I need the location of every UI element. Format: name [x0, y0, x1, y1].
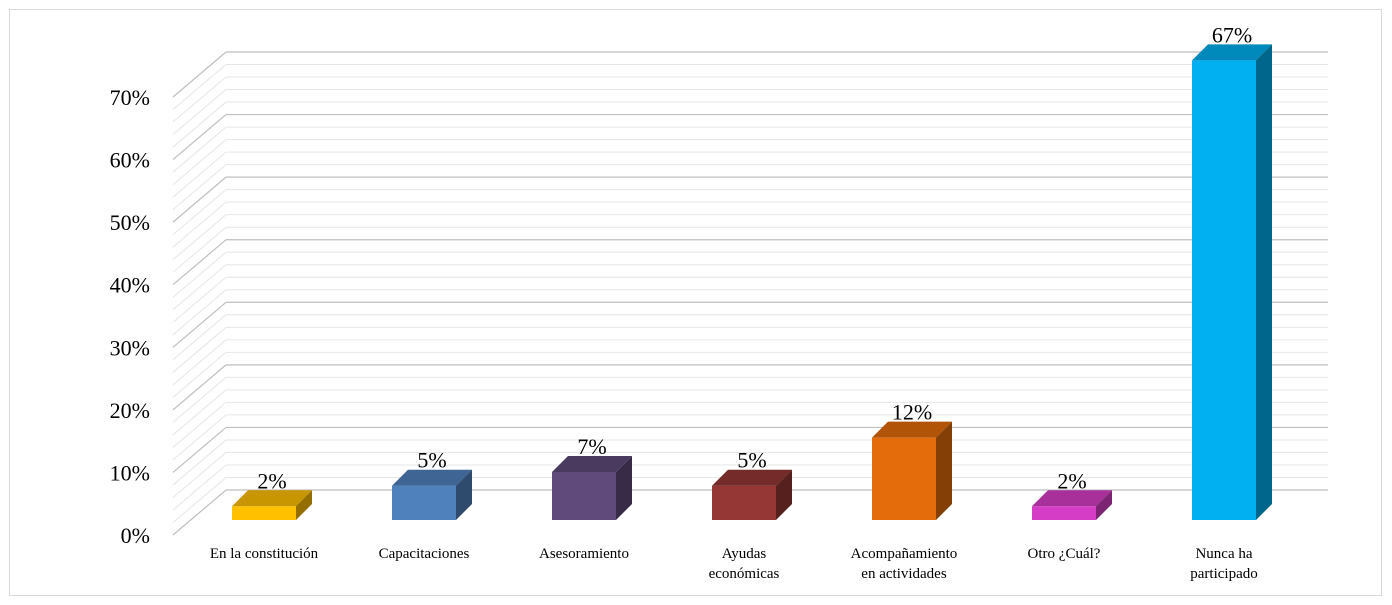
y-tick-label: 20% [110, 398, 150, 423]
gridline-side [172, 226, 227, 273]
bar [232, 506, 296, 520]
gridline-side [172, 289, 227, 336]
gridline-side [172, 214, 227, 261]
bar-top [1192, 44, 1272, 61]
gridline-side [172, 139, 227, 185]
data-label: 2% [1057, 468, 1086, 493]
gridline-side [172, 176, 227, 223]
data-label: 67% [1212, 22, 1252, 47]
gridline-side [172, 201, 227, 248]
gridline-side [172, 489, 227, 536]
data-label: 12% [892, 400, 932, 425]
gridline-side [172, 89, 227, 135]
gridline-side [172, 101, 227, 148]
bar [1032, 506, 1096, 520]
bar-top [392, 469, 472, 486]
data-label: 7% [577, 434, 606, 459]
gridline-side [172, 452, 227, 498]
bar-side [776, 469, 792, 520]
bar-top [1032, 490, 1112, 507]
x-tick-label: Capacitaciones [379, 546, 470, 562]
y-tick-label: 50% [110, 210, 150, 235]
bar-side [1256, 44, 1272, 520]
bar-side [936, 421, 952, 520]
gridline-side [172, 389, 227, 436]
gridline-side [172, 64, 227, 110]
bar [1192, 60, 1256, 520]
gridline-side [172, 376, 227, 423]
bar [712, 485, 776, 520]
x-tick-label: en actividades [861, 566, 947, 582]
gridline-side [172, 151, 227, 198]
bar-side [616, 455, 632, 520]
y-tick-label: 40% [110, 273, 150, 298]
bar-top [552, 455, 632, 472]
y-tick-label: 70% [110, 85, 150, 110]
gridline-side [172, 239, 227, 286]
bar [872, 437, 936, 520]
gridline-side [172, 364, 227, 411]
y-tick-label: 0% [121, 523, 150, 548]
bar-side [296, 490, 312, 520]
data-label: 5% [417, 448, 446, 473]
gridline-side [172, 126, 227, 173]
bar-side [1096, 490, 1112, 520]
x-tick-label: Nunca ha [1195, 546, 1252, 562]
gridline-side [172, 414, 227, 461]
gridline-side [172, 351, 227, 398]
bar-top [712, 469, 792, 486]
x-tick-label: participado [1190, 566, 1257, 582]
gridline-side [172, 264, 227, 311]
gridline-side [172, 301, 227, 348]
gridline-side [172, 426, 227, 473]
x-tick-label: económicas [709, 566, 780, 582]
chart-frame [9, 9, 1382, 596]
x-tick-label: En la constitución [210, 546, 319, 562]
x-tick-label: Ayudas [722, 546, 767, 562]
gridline-side [172, 114, 227, 161]
y-tick-label: 30% [110, 335, 150, 360]
gridline-side [172, 164, 227, 211]
gridline-side [172, 326, 227, 373]
data-label: 2% [257, 468, 286, 493]
gridline-side [172, 276, 227, 323]
bar-side [456, 469, 472, 520]
x-tick-label: Asesoramiento [539, 546, 629, 562]
gridline-side [172, 439, 227, 486]
bar-top [232, 490, 312, 507]
gridline-side [172, 464, 227, 511]
data-label: 5% [737, 448, 766, 473]
y-tick-label: 10% [110, 460, 150, 485]
bar [392, 485, 456, 520]
gridline-side [172, 51, 227, 98]
gridline-side [172, 251, 227, 298]
bar-top [872, 421, 952, 438]
gridline-side [172, 339, 227, 386]
y-tick-label: 60% [110, 148, 150, 173]
x-tick-label: Otro ¿Cuál? [1028, 546, 1101, 562]
gridline-side [172, 402, 227, 448]
gridline-side [172, 76, 227, 123]
bar [552, 471, 616, 520]
x-tick-label: Acompañamiento [851, 546, 958, 562]
gridline-side [172, 189, 227, 236]
gridline-side [172, 477, 227, 523]
gridline-side [172, 314, 227, 361]
